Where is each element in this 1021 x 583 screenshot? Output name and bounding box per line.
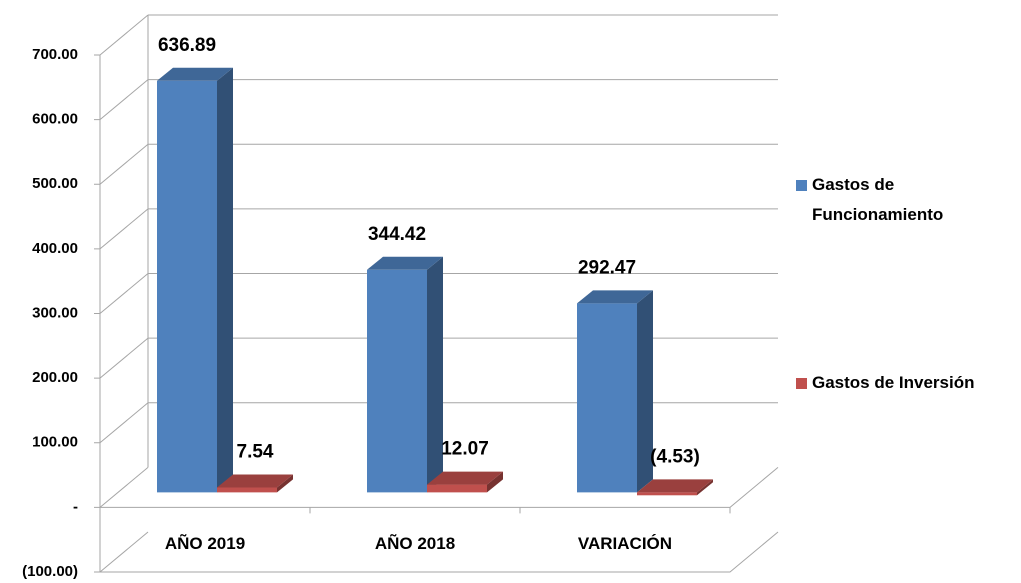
bar-top: [367, 256, 443, 270]
bar-top: [577, 290, 653, 304]
y-tick-label: 100.00: [32, 434, 78, 451]
y-tick-label: 500.00: [32, 175, 78, 192]
grid-line: [99, 402, 149, 444]
legend-label: Gastos de Inversión: [812, 373, 975, 392]
bar-side: [637, 290, 653, 493]
grid-line: [99, 273, 149, 314]
data-label: 7.54: [237, 442, 274, 463]
grid-line: [99, 531, 149, 573]
bar: [637, 492, 697, 496]
data-label: 636.89: [158, 35, 216, 56]
legend-label: Gastos de Funcionamiento: [812, 175, 944, 224]
grid-line: [99, 79, 149, 121]
grid-line: [100, 531, 779, 573]
bar-side: [427, 256, 443, 493]
grid-line: [99, 337, 149, 379]
grid-line: [99, 466, 149, 508]
data-label: 12.07: [441, 439, 489, 460]
legend-swatch: [796, 378, 807, 389]
bar-top: [637, 479, 713, 493]
bar-side: [487, 471, 503, 493]
bar: [427, 484, 487, 493]
legend-swatch: [796, 180, 807, 191]
y-tick-label: (100.00): [22, 563, 78, 580]
grid-line: [99, 208, 149, 250]
bar-side: [217, 67, 233, 493]
grid-line: [99, 143, 149, 185]
bar: [157, 80, 217, 493]
bar: [217, 487, 277, 493]
x-tick-label: VARIACIÓN: [578, 534, 672, 553]
bar-side: [697, 479, 713, 496]
grid-line: [99, 14, 149, 56]
data-label: 292.47: [578, 257, 636, 278]
data-label: (4.53): [650, 446, 700, 467]
data-label: 344.42: [368, 224, 426, 245]
y-tick-label: 300.00: [32, 304, 78, 321]
bar-top: [217, 474, 293, 488]
y-tick-label: 200.00: [32, 369, 78, 386]
y-tick-label: 600.00: [32, 111, 78, 128]
x-tick-label: AÑO 2018: [375, 533, 455, 553]
bar-top: [427, 471, 503, 485]
x-tick-label: AÑO 2019: [165, 533, 245, 553]
y-tick-label: -: [73, 498, 78, 515]
bar-top: [157, 67, 233, 81]
y-tick-label: 400.00: [32, 240, 78, 257]
y-tick-label: 700.00: [32, 46, 78, 63]
bar-side: [277, 474, 293, 493]
bar: [367, 269, 427, 493]
bar: [577, 303, 637, 493]
